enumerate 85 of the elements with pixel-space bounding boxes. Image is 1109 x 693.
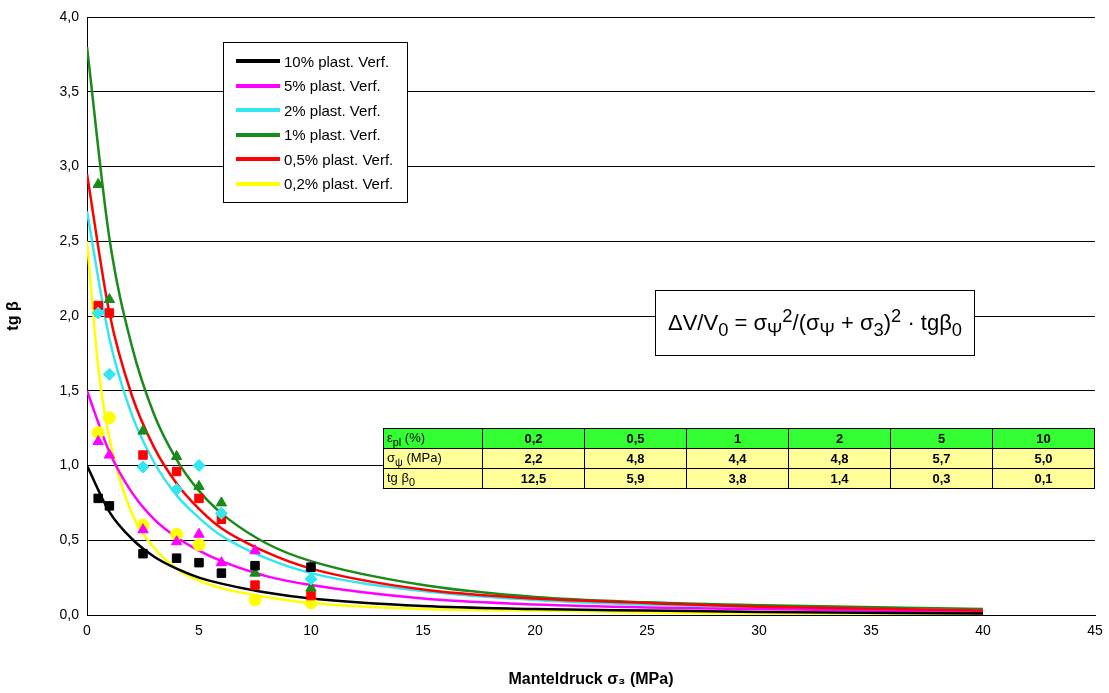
y-axis-title: tg β xyxy=(4,301,22,331)
annotation: 1,4 xyxy=(788,468,891,489)
y-tick-label: 2,0 xyxy=(59,306,80,323)
point xyxy=(171,553,182,563)
y-tick-label: 4,0 xyxy=(59,7,80,24)
point xyxy=(103,293,116,304)
x-tick-label: 15 xyxy=(415,622,431,639)
legend-label: 1% plast. Verf. xyxy=(284,126,381,144)
annotation: 4,4 xyxy=(686,448,789,469)
annotation: 0,3 xyxy=(890,468,993,489)
legend-label: 10% plast. Verf. xyxy=(284,52,390,70)
x-axis-title: Manteldruck σ₃ (MPa) xyxy=(508,669,674,687)
annotation: 2 xyxy=(782,305,793,326)
point xyxy=(93,493,103,504)
point xyxy=(215,556,228,567)
point xyxy=(250,580,260,590)
point xyxy=(306,590,316,601)
point xyxy=(103,448,116,459)
legend-label: 2% plast. Verf. xyxy=(284,101,381,119)
point xyxy=(192,459,206,472)
x-tick-label: 25 xyxy=(639,622,655,639)
point xyxy=(92,177,104,188)
text: 2 xyxy=(835,431,844,446)
annotation: 4,8 xyxy=(584,448,687,469)
point xyxy=(214,506,228,520)
y-tick-label: 0,5 xyxy=(59,531,80,548)
annotation: 0,5 xyxy=(584,428,687,449)
annotation: 0,2 xyxy=(482,428,585,449)
point xyxy=(170,450,183,461)
x-tick-label: 45 xyxy=(1087,622,1103,639)
x-tick-label: 10 xyxy=(303,622,319,639)
x-tick-label: 40 xyxy=(975,622,991,639)
annotation: tg β$_{0}$ xyxy=(383,468,483,489)
point xyxy=(138,548,148,559)
legend-label: 5% plast. Verf. xyxy=(284,77,381,95)
annotation: 2,2 xyxy=(482,448,585,469)
point xyxy=(170,535,183,546)
point xyxy=(193,527,205,538)
x-tick-label: 30 xyxy=(751,622,767,639)
legend-label: 0,5% plast. Verf. xyxy=(284,150,394,168)
annotation: 5 xyxy=(890,428,993,449)
y-tick-label: 0,0 xyxy=(59,605,80,622)
y-tick-label: 1,5 xyxy=(59,381,80,398)
point xyxy=(137,424,149,435)
point xyxy=(216,568,227,578)
point xyxy=(102,411,116,425)
annotation: σ$_{ψ}$ (MPa) xyxy=(383,448,483,469)
point xyxy=(136,460,150,474)
annotation: 4,8 xyxy=(788,448,891,469)
point xyxy=(249,544,261,555)
point xyxy=(104,501,115,511)
point xyxy=(250,560,260,571)
annotation: 10 xyxy=(992,428,1095,449)
y-tick-label: 3,0 xyxy=(59,157,80,174)
x-tick-label: 20 xyxy=(527,622,543,639)
point xyxy=(170,482,184,496)
point xyxy=(138,450,148,460)
annotation: ε$_{pl}$ (%) xyxy=(383,428,483,449)
point xyxy=(91,306,105,320)
point xyxy=(192,538,206,552)
x-tick-label: 35 xyxy=(863,622,879,639)
annotation: 3,8 xyxy=(686,468,789,489)
annotation: 0,1 xyxy=(992,468,1095,489)
annotation: 5,9 xyxy=(584,468,687,489)
point xyxy=(215,496,228,507)
point xyxy=(304,572,318,586)
point xyxy=(194,557,204,568)
y-tick-label: 1,0 xyxy=(59,456,80,473)
annotation: 5,0 xyxy=(992,448,1095,469)
y-tick-label: 2,5 xyxy=(59,232,80,249)
x-tick-label: 5 xyxy=(195,622,204,639)
y-tick-label: 3,5 xyxy=(59,82,80,99)
point xyxy=(92,435,104,446)
point xyxy=(104,308,115,318)
point xyxy=(248,593,262,607)
annotation: 12,5 xyxy=(482,468,585,489)
x-tick-label: 0 xyxy=(83,622,92,639)
annotation: 1 xyxy=(686,428,789,449)
annotation: 5,7 xyxy=(890,448,993,469)
point xyxy=(102,367,116,381)
point xyxy=(194,493,204,504)
point xyxy=(137,523,149,534)
point xyxy=(193,479,205,490)
legend-label: 0,2% plast. Verf. xyxy=(284,175,394,193)
point xyxy=(171,466,182,477)
